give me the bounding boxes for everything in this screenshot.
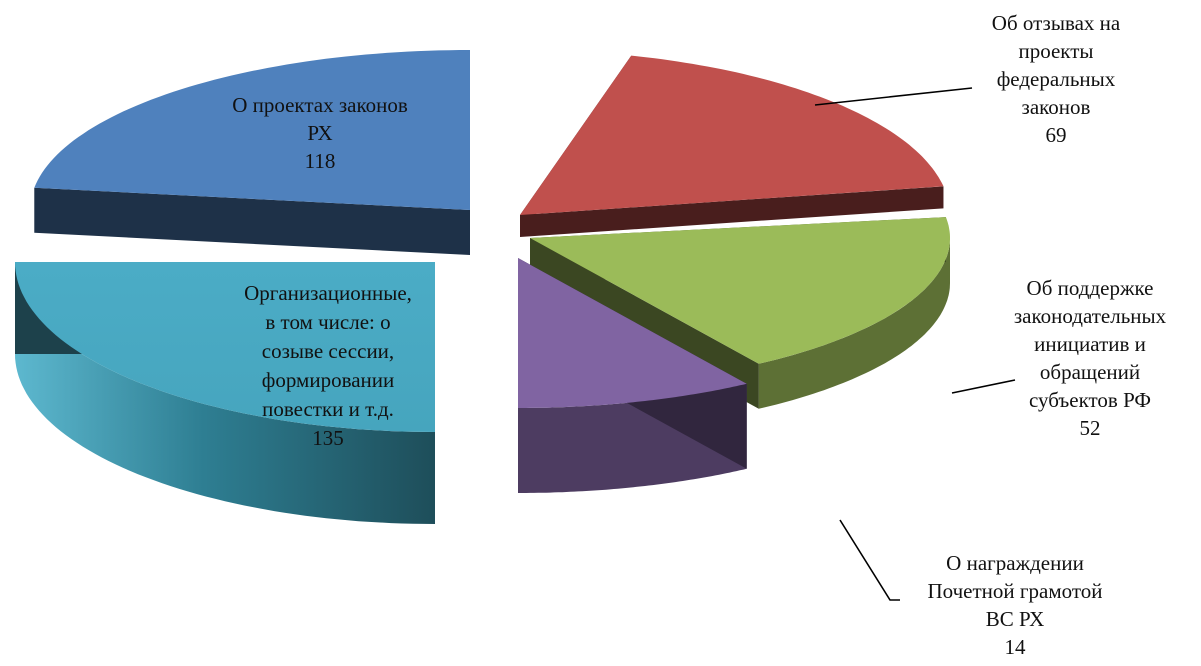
data-label-laws-rh: О проектах законов РХ 118 — [232, 93, 408, 173]
pie-slice-laws-rh — [34, 50, 471, 255]
data-label-line: ВС РХ — [986, 607, 1045, 631]
data-label-support-initiatives: Об поддержке законодательных инициатив и об… — [1014, 276, 1167, 440]
data-label-value: 135 — [312, 426, 344, 450]
data-label-value: 52 — [1080, 416, 1101, 440]
data-label-line: созыве сессии, — [262, 339, 394, 363]
data-label-line: Организационные, — [244, 281, 412, 305]
data-label-line: Об поддержке — [1027, 276, 1154, 300]
data-label-awards: О награждении Почетной грамотой ВС РХ 14 — [928, 551, 1103, 659]
slice-cut-face — [34, 187, 471, 255]
leader-line — [951, 379, 1016, 394]
leader-line — [814, 87, 973, 106]
slice-top-laws-rh — [34, 50, 471, 210]
slice-side-support-initiatives — [758, 238, 950, 409]
data-label-line: повестки и т.д. — [262, 397, 394, 421]
data-label-value: 118 — [305, 149, 336, 173]
data-label-line: Почетной грамотой — [928, 579, 1103, 603]
data-label-line: О награждении — [946, 551, 1084, 575]
slice-top-organizational — [15, 262, 435, 432]
data-label-line: законов — [1022, 95, 1091, 119]
data-label-line: РХ — [307, 121, 332, 145]
pie-slice-awards — [518, 258, 747, 493]
data-label-line: в том числе: о — [265, 310, 390, 334]
slice-cut-face — [520, 186, 944, 237]
slice-top-awards — [518, 258, 747, 408]
slice-top-federal-laws — [520, 55, 944, 215]
data-label-line: законодательных — [1014, 304, 1167, 328]
data-label-line: обращений — [1040, 360, 1140, 384]
pie-slice-organizational — [15, 262, 435, 524]
data-label-line: субъектов РФ — [1029, 388, 1151, 412]
data-label-organizational: Организационные, в том числе: о созыве сес… — [244, 281, 412, 450]
data-label-value: 69 — [1046, 123, 1067, 147]
data-label-line: федеральных — [997, 67, 1116, 91]
data-label-value: 14 — [1005, 635, 1027, 659]
data-label-line: формировании — [262, 368, 395, 392]
slice-top-support-initiatives — [530, 217, 950, 364]
data-label-line: инициатив и — [1034, 332, 1146, 356]
data-label-federal-laws: Об отзывах на проекты федеральных законов 69 — [992, 11, 1121, 147]
slice-side-organizational — [15, 262, 435, 524]
data-label-line: Об отзывах на — [992, 11, 1121, 35]
data-label-line: О проектах законов — [232, 93, 408, 117]
leader-line — [839, 519, 900, 601]
pie-slice-federal-laws — [520, 55, 944, 237]
data-label-line: проекты — [1018, 39, 1093, 63]
